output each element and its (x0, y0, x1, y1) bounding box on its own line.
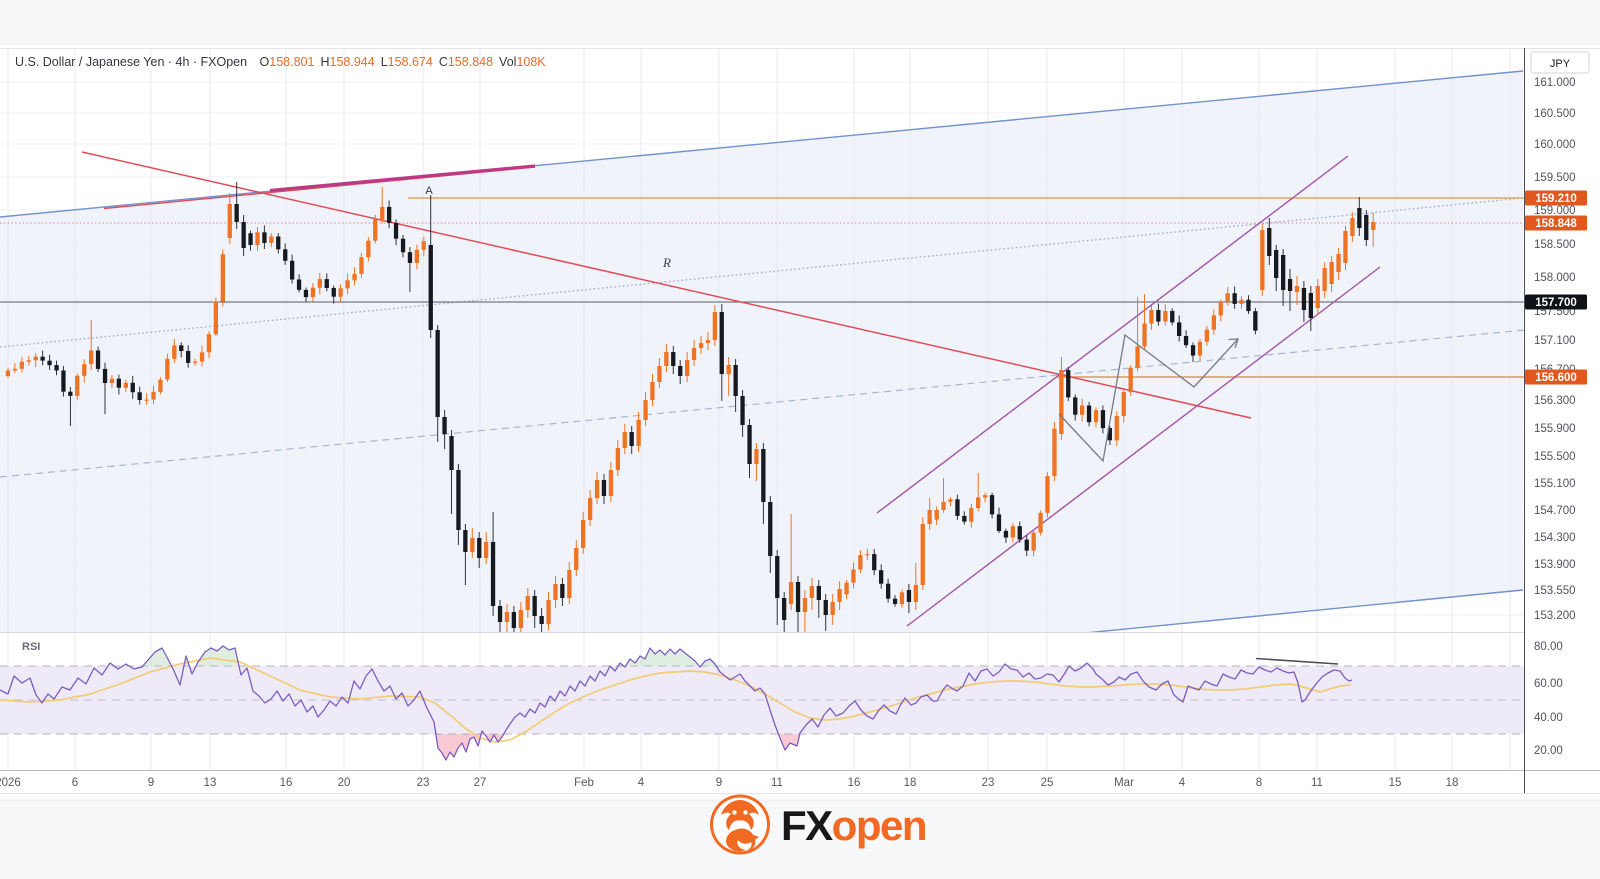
svg-text:11: 11 (771, 777, 783, 789)
svg-text:16: 16 (280, 777, 293, 789)
svg-text:158.500: 158.500 (1534, 239, 1576, 251)
svg-text:13: 13 (204, 777, 217, 789)
svg-text:4: 4 (638, 777, 645, 789)
svg-text:155.100: 155.100 (1534, 478, 1576, 490)
svg-text:158.848: 158.848 (1535, 218, 1577, 230)
svg-text:JPY: JPY (1550, 58, 1571, 70)
svg-text:20.00: 20.00 (1534, 745, 1563, 757)
svg-text:16: 16 (848, 777, 861, 789)
svg-text:159.210: 159.210 (1535, 193, 1577, 205)
svg-text:154.700: 154.700 (1534, 505, 1576, 517)
svg-text:4: 4 (1179, 777, 1186, 789)
svg-text:Feb: Feb (574, 777, 594, 789)
svg-text:27: 27 (474, 777, 487, 789)
svg-text:U.S. Dollar / Japanese Yen · 4: U.S. Dollar / Japanese Yen · 4h · FXOpen… (15, 55, 546, 69)
svg-text:155.900: 155.900 (1534, 423, 1576, 435)
svg-text:25: 25 (1041, 777, 1054, 789)
svg-text:R: R (662, 255, 671, 270)
svg-text:157.100: 157.100 (1534, 335, 1576, 347)
svg-text:161.000: 161.000 (1534, 77, 1576, 89)
svg-text:40.00: 40.00 (1534, 712, 1563, 724)
svg-text:8: 8 (1256, 777, 1262, 789)
svg-text:158.000: 158.000 (1534, 272, 1576, 284)
svg-text:15: 15 (1389, 777, 1402, 789)
svg-text:160.500: 160.500 (1534, 108, 1576, 120)
svg-text:156.300: 156.300 (1534, 395, 1576, 407)
svg-text:9: 9 (716, 777, 722, 789)
svg-text:160.000: 160.000 (1534, 139, 1576, 151)
svg-text:159.500: 159.500 (1534, 172, 1576, 184)
svg-text:155.500: 155.500 (1534, 451, 1576, 463)
svg-text:RSI: RSI (22, 641, 40, 653)
svg-text:A: A (425, 185, 433, 197)
svg-text:157.700: 157.700 (1535, 297, 1577, 309)
svg-text:18: 18 (904, 777, 917, 789)
svg-text:23: 23 (417, 777, 430, 789)
svg-text:159.000: 159.000 (1534, 205, 1576, 217)
svg-text:20: 20 (338, 777, 351, 789)
svg-text:153.200: 153.200 (1534, 610, 1576, 622)
svg-text:11: 11 (1311, 777, 1323, 789)
svg-text:60.00: 60.00 (1534, 678, 1563, 690)
svg-text:80.00: 80.00 (1534, 641, 1563, 653)
svg-text:18: 18 (1446, 777, 1459, 789)
svg-text:156.600: 156.600 (1535, 372, 1577, 384)
svg-text:23: 23 (982, 777, 995, 789)
svg-text:2026: 2026 (0, 777, 21, 789)
svg-text:153.550: 153.550 (1534, 585, 1576, 597)
svg-text:9: 9 (148, 777, 154, 789)
svg-text:6: 6 (72, 777, 78, 789)
svg-text:Mar: Mar (1114, 777, 1134, 789)
svg-text:FXopen: FXopen (781, 802, 926, 849)
svg-text:153.900: 153.900 (1534, 559, 1576, 571)
svg-text:154.300: 154.300 (1534, 532, 1576, 544)
